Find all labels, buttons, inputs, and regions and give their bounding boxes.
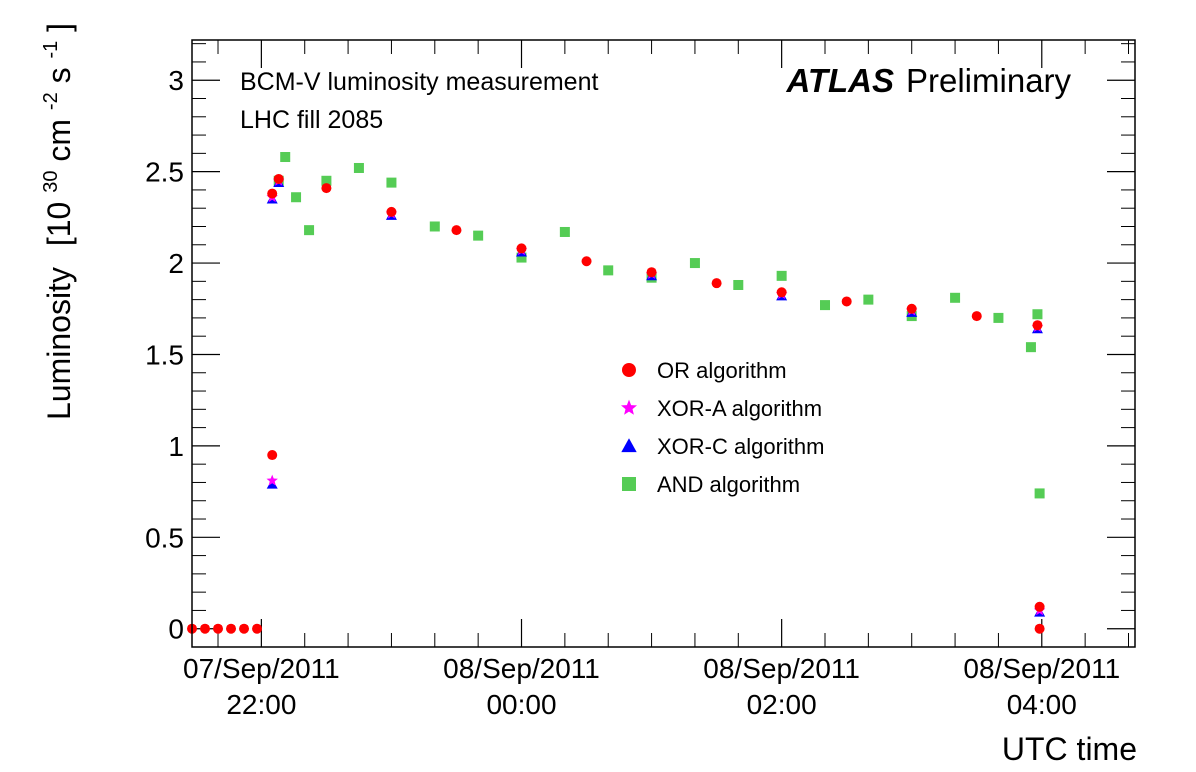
data-point bbox=[776, 270, 787, 281]
data-point bbox=[820, 300, 831, 311]
legend: OR algorithm XOR-A algorithm XOR-C algorit… bbox=[621, 358, 824, 497]
x-tick-date-label: 08/Sep/2011 bbox=[963, 653, 1120, 684]
data-point bbox=[906, 303, 917, 314]
legend-label: AND algorithm bbox=[657, 472, 800, 497]
data-point bbox=[473, 230, 484, 241]
legend-marker bbox=[622, 363, 636, 377]
legend-marker bbox=[621, 399, 637, 415]
legend-marker bbox=[621, 438, 637, 453]
data-point bbox=[1034, 488, 1045, 499]
series-star bbox=[266, 174, 1046, 616]
data-point bbox=[304, 225, 315, 236]
plot-frame bbox=[191, 39, 1136, 648]
data-point bbox=[267, 188, 278, 199]
data-point bbox=[386, 177, 397, 188]
status-label: Preliminary bbox=[906, 62, 1072, 99]
data-point bbox=[200, 623, 211, 634]
x-tick-date-label: 08/Sep/2011 bbox=[443, 653, 600, 684]
data-point bbox=[516, 252, 527, 263]
data-point bbox=[451, 225, 462, 236]
y-axis-unit-mid2: s bbox=[41, 67, 77, 83]
fill-label: LHC fill 2085 bbox=[240, 106, 383, 134]
data-point bbox=[291, 192, 302, 203]
data-point bbox=[273, 173, 284, 184]
x-axis-title: UTC time bbox=[1002, 731, 1137, 767]
data-point bbox=[266, 478, 278, 489]
data-point bbox=[841, 296, 852, 307]
x-tick-date-label: 07/Sep/2011 bbox=[183, 653, 340, 684]
data-point bbox=[1032, 309, 1043, 320]
data-point bbox=[950, 292, 961, 303]
data-point bbox=[1025, 342, 1036, 353]
data-point bbox=[971, 311, 982, 322]
measurement-label: BCM-V luminosity measurement bbox=[240, 68, 598, 96]
data-point bbox=[386, 206, 397, 217]
data-point bbox=[603, 265, 614, 276]
data-point bbox=[266, 474, 278, 486]
data-point bbox=[1034, 601, 1045, 612]
y-tick-label: 3 bbox=[168, 65, 184, 96]
data-point bbox=[353, 162, 364, 173]
y-axis-unit-sup3: -1 bbox=[40, 41, 62, 59]
data-point bbox=[226, 623, 237, 634]
data-point bbox=[1034, 623, 1045, 634]
data-points bbox=[187, 152, 1046, 634]
y-axis-title: Luminosity [10 30 cm -2 s -1 ] bbox=[28, 23, 77, 420]
y-axis-quantity: Luminosity bbox=[41, 267, 77, 420]
data-point bbox=[1032, 320, 1043, 331]
legend-label: OR algorithm bbox=[657, 358, 787, 383]
legend-label: XOR-C algorithm bbox=[657, 434, 824, 459]
y-tick-label: 2 bbox=[168, 248, 184, 279]
legend-marker bbox=[622, 477, 636, 491]
x-tick-time-label: 00:00 bbox=[486, 689, 556, 720]
y-axis-unit-prefix: [10 bbox=[41, 202, 77, 246]
x-tick-time-label: 22:00 bbox=[226, 689, 296, 720]
y-axis-unit-sup1: 30 bbox=[40, 171, 62, 193]
y-tick-label: 0.5 bbox=[145, 522, 184, 553]
data-point bbox=[711, 278, 722, 289]
x-tick-time-label: 02:00 bbox=[747, 689, 817, 720]
legend-label: XOR-A algorithm bbox=[657, 396, 822, 421]
data-point bbox=[646, 267, 657, 278]
y-tick-label: 0 bbox=[168, 614, 184, 645]
y-axis-unit-suffix: ] bbox=[41, 23, 77, 32]
x-tick-date-label: 08/Sep/2011 bbox=[703, 653, 860, 684]
data-point bbox=[239, 623, 250, 634]
y-axis-unit-sup2: -2 bbox=[40, 92, 62, 110]
y-tick-label: 1.5 bbox=[145, 339, 184, 370]
tick-labels: 0 0.5 1 1.5 2 2.5 3 07/Sep/2011 22:00 08/Sep/2011… bbox=[145, 65, 1120, 720]
data-point bbox=[267, 450, 278, 461]
experiment-label: ATLAS bbox=[785, 62, 894, 99]
data-point bbox=[776, 287, 787, 298]
series-circle bbox=[187, 173, 1045, 634]
data-point bbox=[252, 623, 263, 634]
y-axis-unit-mid: cm bbox=[41, 119, 77, 162]
data-point bbox=[993, 312, 1004, 323]
data-point bbox=[321, 175, 332, 186]
data-point bbox=[321, 183, 332, 194]
data-point bbox=[429, 221, 440, 232]
data-point bbox=[559, 226, 570, 237]
data-point bbox=[280, 152, 291, 163]
axis-ticks bbox=[192, 40, 1135, 648]
data-point bbox=[516, 243, 527, 254]
data-point bbox=[733, 279, 744, 290]
x-tick-time-label: 04:00 bbox=[1007, 689, 1077, 720]
y-tick-label: 1 bbox=[168, 431, 184, 462]
series-triangle bbox=[266, 177, 1046, 617]
data-point bbox=[213, 623, 224, 634]
data-point bbox=[863, 294, 874, 305]
y-tick-label: 2.5 bbox=[145, 157, 184, 188]
data-point bbox=[581, 256, 592, 267]
data-point bbox=[689, 258, 700, 269]
